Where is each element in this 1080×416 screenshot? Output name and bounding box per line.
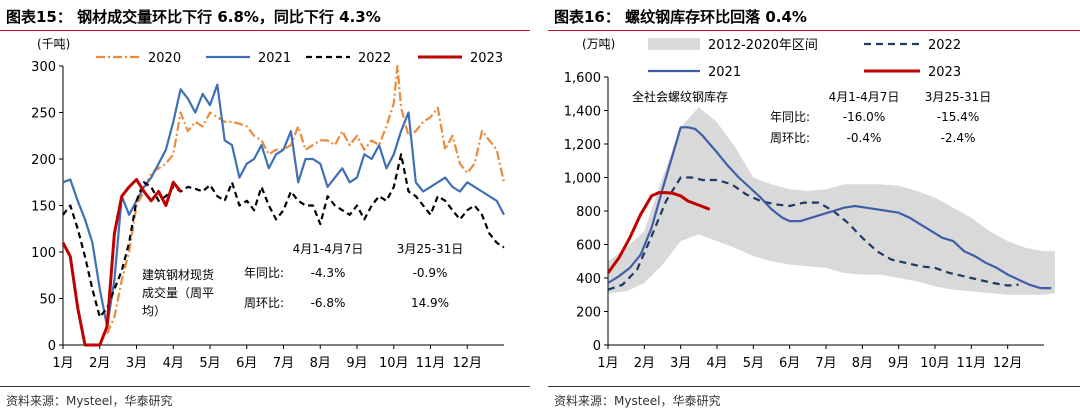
annotation-row-label: 周环比:	[770, 131, 810, 145]
annotation-value: 14.9%	[411, 296, 449, 310]
x-tick-label: 4月	[706, 356, 727, 371]
y-tick-label: 1,400	[564, 105, 601, 120]
x-tick-label: 8月	[310, 356, 331, 371]
y-tick-label: 200	[31, 153, 56, 168]
annotation-row-label: 年同比:	[770, 110, 810, 124]
legend-label: 2012-2020年区间	[708, 38, 818, 53]
series-line-2022	[607, 176, 1019, 291]
y-unit-label: (千吨)	[37, 37, 70, 51]
annotation-value: -0.4%	[847, 131, 882, 145]
left-chart-title: 图表15： 钢材成交量环比下行 6.8%，同比下行 4.3%	[6, 8, 381, 26]
annotation-col2-header: 3月25-31日	[397, 242, 464, 256]
left-chart-panel: 图表15： 钢材成交量环比下行 6.8%，同比下行 4.3% (千吨) 0 50 10…	[0, 0, 530, 416]
y-tick-label: 200	[576, 306, 601, 321]
y-tick-label: 50	[39, 293, 56, 308]
left-title-rule	[0, 30, 530, 31]
y-tick-label: 0	[48, 339, 56, 354]
x-tick-label: 10月	[920, 356, 950, 371]
x-tick-label: 5月	[199, 356, 220, 371]
range-band-area	[608, 107, 1055, 295]
x-tick-label: 6月	[236, 356, 257, 371]
legend-label: 2021	[708, 65, 741, 80]
x-tick-label: 5月	[743, 356, 764, 371]
series-line-2022	[62, 153, 505, 319]
left-chart-svg: (千吨) 0 50 100 150 200 250 300 1月 2月 3月 4月 5月 6月 7月 8月 9月…	[31, 37, 506, 371]
annotation-row-label: 年同比:	[244, 266, 284, 280]
annotation-row-label: 周环比:	[244, 296, 284, 310]
right-chart-svg: (万吨) 0 200 400 600 800 1,000 1,200 1,400 1,600 1月 2…	[564, 37, 1055, 371]
annotation-label: 建筑钢材现货	[142, 267, 214, 282]
x-tick-label: 9月	[346, 356, 367, 371]
y-tick-label: 400	[576, 272, 601, 287]
right-chart-title: 图表16： 螺纹钢库存环比回落 0.4%	[554, 8, 807, 26]
annotation-value: -16.0%	[843, 110, 885, 124]
x-tick-label: 9月	[888, 356, 909, 371]
annotation-value: -0.9%	[413, 266, 448, 280]
right-chart-panel: 图表16： 螺纹钢库存环比回落 0.4% (万吨) 0 200 400 600 800 1,…	[548, 0, 1080, 416]
legend-label: 2022	[928, 38, 961, 53]
y-tick-label: 800	[576, 205, 601, 220]
x-tick-label: 11月	[957, 356, 987, 371]
annotation-label: 成交量（周平	[142, 285, 214, 300]
x-tick-label: 4月	[163, 356, 184, 371]
annotation-value: -2.4%	[941, 131, 976, 145]
annotation-col2-header: 3月25-31日	[925, 90, 992, 104]
x-tick-label: 11月	[416, 356, 446, 371]
annotation-col1-header: 4月1-4月7日	[829, 90, 900, 104]
y-tick-label: 300	[31, 60, 56, 75]
series-line-2023	[606, 191, 711, 274]
x-tick-label: 3月	[126, 356, 147, 371]
legend-label: 2023	[928, 65, 961, 80]
x-tick-label: 2月	[89, 356, 110, 371]
right-source-rule	[548, 386, 1080, 387]
annotation-label: 全社会螺纹钢库存	[632, 89, 728, 104]
annotation-value: -6.8%	[311, 296, 346, 310]
x-tick-label: 8月	[852, 356, 873, 371]
x-tick-label: 3月	[670, 356, 691, 371]
legend-label: 2020	[148, 51, 181, 66]
x-tick-label: 6月	[779, 356, 800, 371]
y-tick-label: 1,600	[564, 71, 601, 86]
annotation-label: 均）	[142, 304, 166, 318]
y-tick-label: 150	[31, 200, 56, 215]
x-tick-label: 12月	[993, 356, 1023, 371]
x-tick-label: 2月	[634, 356, 655, 371]
x-tick-label: 1月	[52, 356, 73, 371]
series-line-2023	[61, 178, 182, 347]
right-title-rule	[548, 30, 1080, 31]
x-tick-label: 1月	[597, 356, 618, 371]
legend-label: 2022	[358, 51, 391, 66]
y-tick-label: 100	[31, 246, 56, 261]
x-tick-label: 7月	[273, 356, 294, 371]
x-tick-label: 7月	[815, 356, 836, 371]
series-line-2021	[607, 126, 1052, 290]
legend-label: 2023	[470, 51, 503, 66]
annotation-value: -15.4%	[937, 110, 979, 124]
series-line-2021	[62, 83, 505, 328]
left-source-rule	[0, 386, 530, 387]
legend-swatch-band	[648, 38, 700, 50]
y-tick-label: 1,000	[564, 172, 601, 187]
x-tick-label: 10月	[379, 356, 409, 371]
series-line-2020	[106, 64, 506, 335]
y-tick-label: 0	[593, 339, 601, 354]
legend-label: 2021	[258, 51, 291, 66]
right-source-note: 资料来源：Mysteel，华泰研究	[554, 394, 721, 408]
x-tick-label: 12月	[452, 356, 482, 371]
annotation-value: -4.3%	[311, 266, 346, 280]
annotation-col1-header: 4月1-4月7日	[293, 242, 364, 256]
y-unit-label: (万吨)	[582, 37, 615, 51]
left-source-note: 资料来源：Mysteel，华泰研究	[6, 394, 173, 408]
y-tick-label: 250	[31, 107, 56, 122]
y-tick-label: 600	[576, 239, 601, 254]
y-tick-label: 1,200	[564, 138, 601, 153]
